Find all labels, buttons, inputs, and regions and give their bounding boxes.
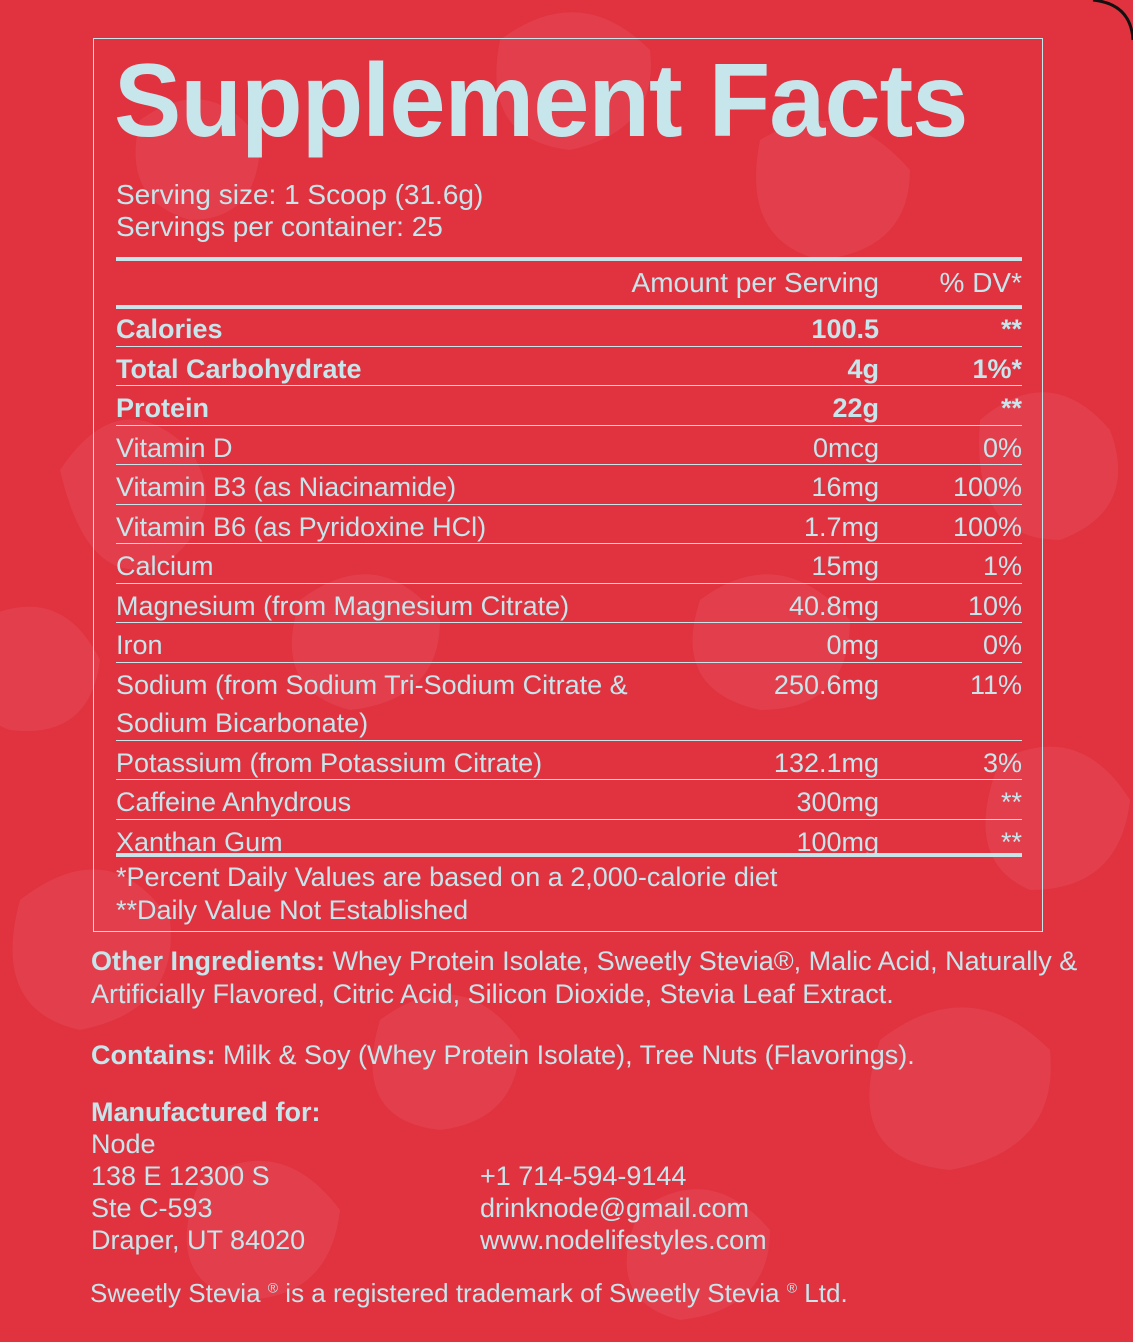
manufacturer-contact: +1 714-594-9144 drinknode@gmail.com www.… (480, 1160, 767, 1256)
nutrient-row: Vitamin D 0mcg 0% (116, 426, 1022, 465)
nutrient-amount: 250.6mg (773, 669, 879, 700)
nutrient-row: Potassium (from Potassium Citrate) 132.1m… (116, 741, 1022, 780)
nutrient-dv: 1%* (972, 353, 1022, 384)
nutrient-name: Potassium (from Potassium Citrate) (116, 747, 543, 778)
nutrient-amount: 40.8mg (788, 590, 879, 621)
nutrient-dv: 1% (982, 551, 1022, 581)
nutrient-amount: 0mcg (812, 432, 879, 463)
nutrient-name: Protein (116, 393, 210, 423)
nutrient-name: Magnesium (from Magnesium Citrate) (116, 590, 570, 621)
corner-edge-curve (1092, 0, 1133, 41)
nutrient-row: Caffeine Anhydrous 300mg ** (116, 780, 1022, 820)
nutrient-row: Iron 0mg 0% (116, 623, 1022, 663)
footnotes: *Percent Daily Values are based on a 2,0… (116, 861, 777, 927)
nutrient-name: Iron (116, 630, 163, 660)
nutrient-dv: ** (1000, 787, 1022, 817)
nutrient-dv: 11% (969, 669, 1022, 700)
footnote-not-established: **Daily Value Not Established (116, 895, 469, 925)
other-ingredients: Other Ingredients: Whey Protein Isolate,… (91, 945, 1077, 1011)
other-ingredients-label: Other Ingredients: (91, 946, 326, 976)
nutrient-dv: 100% (952, 511, 1022, 542)
nutrient-row: Calories 100.5 ** (116, 307, 1022, 347)
nutrient-name: Vitamin D (116, 432, 233, 463)
table-header: Amount per Serving % DV* (116, 267, 1022, 299)
nutrient-dv: 0% (982, 630, 1022, 660)
nutrient-row: Sodium (from Sodium Tri-Sodium Citrate &… (116, 663, 1022, 741)
nutrient-amount: 1.7mg (803, 511, 879, 542)
manufacturer-name: Node (91, 1129, 156, 1159)
other-ingredients-line1: Whey Protein Isolate, Sweetly Stevia®, M… (325, 946, 1078, 976)
other-ingredients-line2: Artificially Flavored, Citric Acid, Sili… (91, 979, 894, 1009)
nutrient-dv: 10% (967, 590, 1022, 621)
manufacturer-city: Draper, UT 84020 (91, 1225, 306, 1255)
nutrient-amount: 300mg (796, 787, 879, 817)
nutrient-name: Total Carbohydrate (116, 353, 362, 384)
nutrient-amount: 132.1mg (773, 747, 879, 778)
nutrient-amount: 0mg (826, 630, 879, 660)
serving-size: Serving size: 1 Scoop (31.6g) (116, 179, 484, 210)
nutrient-dv: 0% (982, 432, 1022, 463)
nutrient-dv: ** (1000, 393, 1022, 423)
nutrient-row: Protein 22g ** (116, 386, 1022, 426)
nutrient-name: Xanthan Gum (116, 826, 283, 857)
nutrient-dv: ** (1000, 314, 1022, 344)
nutrient-amount: 22g (832, 393, 879, 423)
dv-header: % DV* (939, 267, 1022, 298)
nutrient-row: Total Carbohydrate 4g 1%* (116, 347, 1022, 386)
serving-info: Serving size: 1 Scoop (31.6g) Servings p… (116, 179, 483, 243)
manufacturer-phone: +1 714-594-9144 (480, 1161, 687, 1191)
thick-divider (116, 853, 1022, 857)
nutrient-amount: 4g (847, 353, 879, 384)
amount-header: Amount per Serving (631, 267, 879, 298)
nutrient-row: Xanthan Gum 100mg ** (116, 820, 1022, 859)
nutrient-name: Vitamin B3 (as Niacinamide) (116, 472, 457, 502)
nutrient-amount: 15mg (811, 551, 879, 581)
manufacturer-website: www.nodelifestyles.com (480, 1225, 767, 1255)
contains-label: Contains: (91, 1040, 216, 1070)
contains-text: Milk & Soy (Whey Protein Isolate), Tree … (215, 1040, 915, 1070)
nutrient-name: Caffeine Anhydrous (116, 787, 352, 817)
nutrient-name: Sodium (from Sodium Tri-Sodium Citrate &… (116, 669, 628, 738)
nutrient-dv: 3% (982, 747, 1022, 778)
supplement-facts-panel: Supplement Facts Serving size: 1 Scoop (… (93, 38, 1043, 932)
panel-title: Supplement Facts (114, 43, 968, 159)
manufacturer-address: Manufactured for: Node 138 E 12300 S Ste… (91, 1096, 321, 1256)
allergen-statement: Contains: Milk & Soy (Whey Protein Isola… (91, 1039, 915, 1072)
nutrient-table: Calories 100.5 ** Total Carbohydrate 4g 1%* Pr… (116, 307, 1022, 858)
nutrient-row: Calcium 15mg 1% (116, 544, 1022, 584)
manufacturer-street: 138 E 12300 S (91, 1161, 270, 1191)
manufacturer-email: drinknode@gmail.com (480, 1193, 750, 1223)
servings-per-container: Servings per container: 25 (116, 211, 443, 242)
footnote-dv: *Percent Daily Values are based on a 2,0… (116, 862, 778, 892)
nutrient-amount: 100.5 (811, 314, 879, 344)
nutrient-row: Vitamin B3 (as Niacinamide) 16mg 100% (116, 465, 1022, 505)
nutrient-name: Calcium (116, 551, 214, 581)
nutrient-name: Calories (116, 314, 223, 344)
nutrient-amount: 16mg (811, 472, 879, 502)
nutrient-dv: ** (1000, 826, 1022, 857)
nutrient-amount: 100mg (796, 826, 879, 857)
thick-divider (116, 305, 1022, 309)
trademark-notice: Sweetly Stevia ® is a registered tradema… (90, 1278, 848, 1308)
nutrient-row: Vitamin B6 (as Pyridoxine HCl) 1.7mg 100% (116, 505, 1022, 544)
thick-divider (116, 257, 1022, 261)
nutrient-name: Vitamin B6 (as Pyridoxine HCl) (116, 511, 487, 542)
manufacturer-suite: Ste C-593 (91, 1193, 213, 1223)
manufactured-for-label: Manufactured for: (91, 1097, 321, 1127)
nutrient-dv: 100% (952, 472, 1022, 502)
nutrient-row: Magnesium (from Magnesium Citrate) 40.8mg… (116, 584, 1022, 623)
